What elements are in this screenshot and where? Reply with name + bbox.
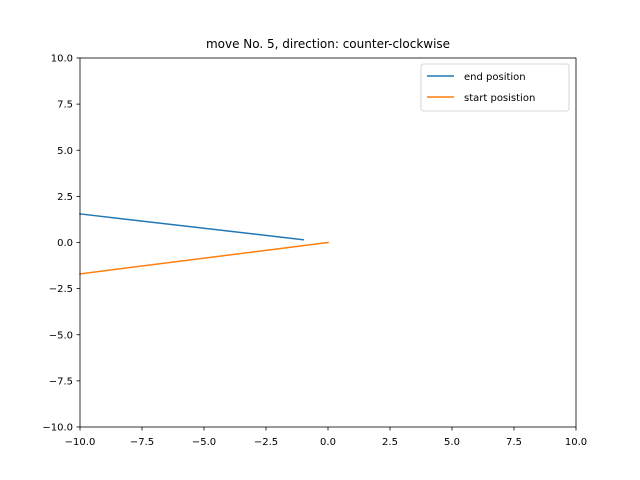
legend-label-1: start posistion bbox=[464, 93, 535, 104]
series-line-1 bbox=[79, 241, 329, 275]
legend-label-0: end position bbox=[464, 72, 526, 83]
y-tick-label: −10.0 bbox=[42, 423, 73, 434]
axes: −10.0 −7.5 −5.0 −2.5 0.0 2.5 5.0 7.5 10.0 −10.0 −7… bbox=[42, 54, 587, 448]
y-tick-label: 0.0 bbox=[57, 238, 73, 249]
legend-box bbox=[420, 63, 570, 112]
x-tick-label: 5.0 bbox=[444, 437, 460, 448]
y-tick-label: −5.0 bbox=[49, 330, 73, 341]
y-tick-label: 2.5 bbox=[57, 192, 73, 203]
y-tick-label: 5.0 bbox=[57, 146, 73, 157]
x-tick-label: 0.0 bbox=[320, 437, 336, 448]
x-tick-label: 7.5 bbox=[506, 437, 522, 448]
x-tick-label: −2.5 bbox=[254, 437, 278, 448]
x-tick-label: −7.5 bbox=[130, 437, 154, 448]
x-tick-label: 2.5 bbox=[382, 437, 398, 448]
legend: end position start posistion bbox=[420, 63, 570, 112]
y-tick-label: −7.5 bbox=[49, 376, 73, 387]
y-tick-label: 10.0 bbox=[51, 54, 73, 65]
series-line-0 bbox=[79, 213, 305, 241]
x-tick-label: −10.0 bbox=[65, 437, 96, 448]
y-tick-label: −2.5 bbox=[49, 284, 73, 295]
y-tick-label: 7.5 bbox=[57, 100, 73, 111]
chart-title: move No. 5, direction: counter-clockwise bbox=[206, 37, 450, 51]
x-tick-label: −5.0 bbox=[192, 437, 216, 448]
plot-area bbox=[79, 213, 329, 275]
x-tick-label: 10.0 bbox=[565, 437, 587, 448]
